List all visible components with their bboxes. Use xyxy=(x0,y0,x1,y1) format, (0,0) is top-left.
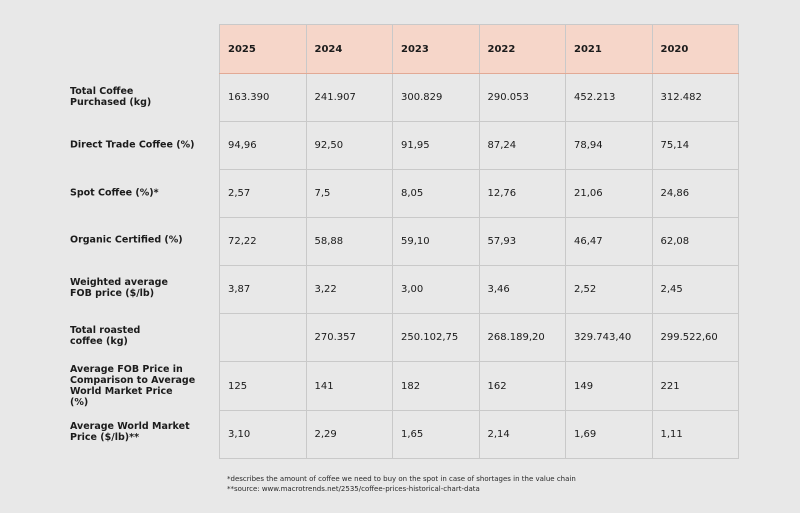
table-cell: 452.213 xyxy=(565,73,653,122)
table-cell: 92,50 xyxy=(305,121,393,170)
table-cell: 24,86 xyxy=(651,169,739,218)
table-cell: 62,08 xyxy=(651,217,739,266)
table-cell: 21,06 xyxy=(565,169,653,218)
data-table: 2025 2024 2023 2022 2021 2020 163.390 24… xyxy=(219,24,739,459)
table-cell: 3,00 xyxy=(392,265,480,314)
year-header: 2021 xyxy=(565,24,653,74)
table-cell: 58,88 xyxy=(305,217,393,266)
row-label-roasted-coffee: Total roasted coffee (kg) xyxy=(70,325,141,347)
table-cell: 221 xyxy=(651,361,739,411)
table-cell: 300.829 xyxy=(392,73,480,122)
table-row: 2,57 7,5 8,05 12,76 21,06 24,86 xyxy=(219,169,739,218)
table-cell: 1,69 xyxy=(565,410,653,459)
table-row: 125 141 182 162 149 221 xyxy=(219,361,739,411)
footnote-spot: *describes the amount of coffee we need … xyxy=(227,475,576,483)
table-cell: 299.522,60 xyxy=(651,313,739,362)
table-cell: 3,87 xyxy=(219,265,307,314)
table-cell: 241.907 xyxy=(305,73,393,122)
table-cell: 94,96 xyxy=(219,121,307,170)
table-cell: 2,52 xyxy=(565,265,653,314)
table-cell: 1,11 xyxy=(651,410,739,459)
table-row: 163.390 241.907 300.829 290.053 452.213 … xyxy=(219,73,739,122)
table-row: 94,96 92,50 91,95 87,24 78,94 75,14 xyxy=(219,121,739,170)
table-cell: 3,10 xyxy=(219,410,307,459)
table-cell: 312.482 xyxy=(651,73,739,122)
footnote-source: **source: www.macrotrends.net/2535/coffe… xyxy=(227,485,480,493)
table-cell: 2,57 xyxy=(219,169,307,218)
table-cell: 8,05 xyxy=(392,169,480,218)
table-cell: 125 xyxy=(219,361,307,411)
table-cell: 75,14 xyxy=(651,121,739,170)
year-header: 2023 xyxy=(392,24,480,74)
table-cell: 182 xyxy=(392,361,480,411)
table-cell: 7,5 xyxy=(305,169,393,218)
row-label-fob-price: Weighted average FOB price ($/lb) xyxy=(70,277,168,299)
row-label-direct-trade: Direct Trade Coffee (%) xyxy=(70,139,195,151)
row-label-total-coffee: Total Coffee Purchased (kg) xyxy=(70,86,152,108)
table-cell: 149 xyxy=(565,361,653,411)
table-cell: 57,93 xyxy=(478,217,566,266)
table-cell: 3,22 xyxy=(305,265,393,314)
year-header: 2022 xyxy=(478,24,566,74)
table-cell: 2,45 xyxy=(651,265,739,314)
table-cell: 2,14 xyxy=(478,410,566,459)
table-cell: 250.102,75 xyxy=(392,313,480,362)
table-cell: 1,65 xyxy=(392,410,480,459)
table-cell: 12,76 xyxy=(478,169,566,218)
year-header: 2025 xyxy=(219,24,307,74)
table-cell: 268.189,20 xyxy=(478,313,566,362)
table-cell: 87,24 xyxy=(478,121,566,170)
table-cell: 72,22 xyxy=(219,217,307,266)
table-cell: 2,29 xyxy=(305,410,393,459)
table-row: 72,22 58,88 59,10 57,93 46,47 62,08 xyxy=(219,217,739,266)
row-label-spot-coffee: Spot Coffee (%)* xyxy=(70,187,159,199)
footnotes: *describes the amount of coffee we need … xyxy=(227,474,576,494)
table-row: 3,87 3,22 3,00 3,46 2,52 2,45 xyxy=(219,265,739,314)
row-label-world-price: Average World Market Price ($/lb)** xyxy=(70,421,190,443)
table-cell: 163.390 xyxy=(219,73,307,122)
table-cell: 78,94 xyxy=(565,121,653,170)
table-cell: 3,46 xyxy=(478,265,566,314)
year-header: 2024 xyxy=(305,24,393,74)
table-cell: 329.743,40 xyxy=(565,313,653,362)
table-cell: 91,95 xyxy=(392,121,480,170)
header-row: 2025 2024 2023 2022 2021 2020 xyxy=(219,24,739,74)
table-cell: 270.357 xyxy=(305,313,393,362)
table-row: 270.357 250.102,75 268.189,20 329.743,40… xyxy=(219,313,739,362)
row-label-organic: Organic Certified (%) xyxy=(70,234,183,246)
table-cell: 46,47 xyxy=(565,217,653,266)
table-row: 3,10 2,29 1,65 2,14 1,69 1,11 xyxy=(219,410,739,459)
table-cell: 141 xyxy=(305,361,393,411)
table-cell: 59,10 xyxy=(392,217,480,266)
table-cell xyxy=(219,313,307,362)
table-cell: 162 xyxy=(478,361,566,411)
row-label-fob-comparison: Average FOB Price in Comparison to Avera… xyxy=(70,364,196,408)
year-header: 2020 xyxy=(651,24,739,74)
table-cell: 290.053 xyxy=(478,73,566,122)
